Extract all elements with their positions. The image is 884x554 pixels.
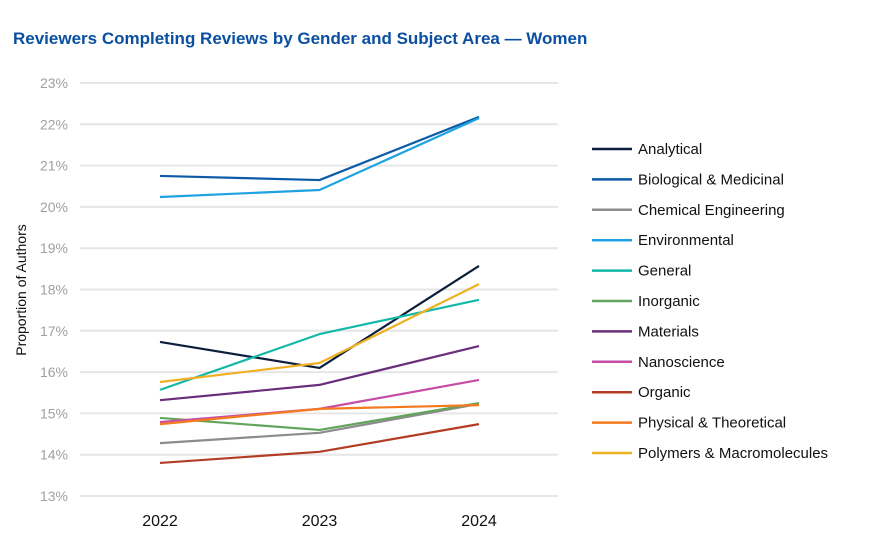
y-tick-label: 21% bbox=[40, 158, 68, 174]
legend-label: Inorganic bbox=[638, 293, 700, 310]
legend-label: General bbox=[638, 263, 691, 280]
series-line-inorganic bbox=[159, 401, 480, 432]
y-tick-label: 15% bbox=[40, 405, 68, 421]
legend-label: Organic bbox=[638, 384, 691, 401]
legend-label: Nanoscience bbox=[638, 354, 725, 371]
x-tick-label: 2024 bbox=[461, 513, 497, 530]
series-line-chemical-engineering bbox=[159, 402, 480, 445]
x-tick-label: 2023 bbox=[302, 513, 338, 530]
y-tick-label: 23% bbox=[40, 75, 68, 91]
y-tick-label: 14% bbox=[40, 447, 68, 463]
chart-title: Reviewers Completing Reviews by Gender a… bbox=[13, 29, 588, 48]
y-tick-label: 17% bbox=[40, 323, 68, 339]
legend-label: Chemical Engineering bbox=[638, 202, 785, 219]
series-line-environmental bbox=[159, 117, 480, 199]
series-line-nanoscience bbox=[159, 378, 480, 424]
legend-label: Biological & Medicinal bbox=[638, 171, 784, 188]
y-tick-label: 13% bbox=[40, 488, 68, 504]
legend-label: Analytical bbox=[638, 141, 702, 158]
legend-label: Polymers & Macromolecules bbox=[638, 445, 828, 462]
legend-label: Physical & Theoretical bbox=[638, 415, 786, 432]
series-line-polymers-macromolecules bbox=[159, 283, 480, 384]
legend-label: Materials bbox=[638, 323, 699, 340]
legend-label: Environmental bbox=[638, 232, 734, 249]
series-line-analytical bbox=[159, 265, 480, 370]
series-line-organic bbox=[159, 423, 480, 465]
y-axis-label: Proportion of Authors bbox=[13, 224, 29, 356]
y-tick-label: 19% bbox=[40, 240, 68, 256]
y-tick-label: 16% bbox=[40, 364, 68, 380]
series-line-biological-medicinal bbox=[159, 115, 480, 182]
y-tick-label: 18% bbox=[40, 282, 68, 298]
series-line-materials bbox=[159, 345, 480, 402]
y-tick-label: 22% bbox=[40, 116, 68, 132]
y-tick-label: 20% bbox=[40, 199, 68, 215]
series-line-physical-theoretical bbox=[159, 404, 480, 426]
x-tick-label: 2022 bbox=[142, 513, 178, 530]
